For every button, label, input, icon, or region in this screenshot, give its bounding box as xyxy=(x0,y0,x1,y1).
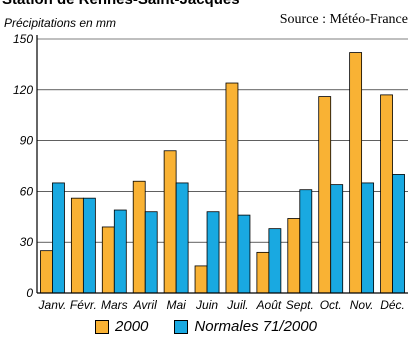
bar-normales xyxy=(300,190,312,293)
y-tick-label: 60 xyxy=(20,184,34,198)
bar-2000 xyxy=(226,83,238,293)
bar-normales xyxy=(52,183,64,293)
x-tick-label: Avril xyxy=(133,298,157,312)
legend-item-normales: Normales 71/2000 xyxy=(174,318,317,335)
x-tick-label: Janv. xyxy=(38,298,67,312)
bar-2000 xyxy=(288,218,300,293)
x-tick-label: Oct. xyxy=(320,298,342,312)
bar-normales xyxy=(331,185,343,293)
bar-2000 xyxy=(350,53,362,293)
bar-2000 xyxy=(40,251,52,293)
legend-swatch-normales xyxy=(174,320,188,334)
legend-label-normales: Normales 71/2000 xyxy=(194,318,317,335)
x-tick-label: Mars xyxy=(101,298,128,312)
bar-2000 xyxy=(381,95,393,293)
x-tick-label: Sept. xyxy=(286,298,314,312)
bar-2000 xyxy=(71,198,83,293)
x-tick-label: Déc. xyxy=(380,298,405,312)
bar-normales xyxy=(83,198,95,293)
y-tick-label: 90 xyxy=(20,134,34,148)
y-tick-label: 30 xyxy=(20,235,34,249)
bar-normales xyxy=(176,183,188,293)
x-tick-label: Nov. xyxy=(350,298,374,312)
bar-normales xyxy=(362,183,374,293)
bar-normales xyxy=(145,212,157,293)
x-tick-label: Juin xyxy=(195,298,218,312)
y-tick-label: 0 xyxy=(26,286,33,300)
bar-2000 xyxy=(319,97,331,293)
bar-normales xyxy=(393,174,405,293)
bar-2000 xyxy=(102,227,114,293)
x-tick-label: Févr. xyxy=(70,298,97,312)
legend-label-2000: 2000 xyxy=(115,318,148,335)
bar-2000 xyxy=(164,151,176,293)
bar-normales xyxy=(238,215,250,293)
bar-normales xyxy=(114,210,126,293)
y-tick-label: 150 xyxy=(13,32,33,46)
y-tick-label: 120 xyxy=(13,83,33,97)
bar-2000 xyxy=(257,252,269,293)
bar-2000 xyxy=(195,266,207,293)
x-tick-label: Juil. xyxy=(226,298,248,312)
legend-swatch-2000 xyxy=(95,320,109,334)
x-tick-label: Août xyxy=(256,298,282,312)
bar-normales xyxy=(269,229,281,293)
legend-item-2000: 2000 xyxy=(95,318,148,335)
bar-2000 xyxy=(133,181,145,293)
x-tick-label: Mai xyxy=(166,298,186,312)
chart-legend: 2000 Normales 71/2000 xyxy=(0,318,412,335)
bar-normales xyxy=(207,212,219,293)
